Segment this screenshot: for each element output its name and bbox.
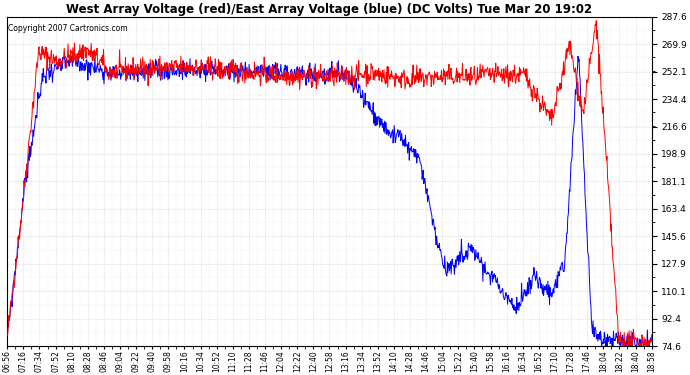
Title: West Array Voltage (red)/East Array Voltage (blue) (DC Volts) Tue Mar 20 19:02: West Array Voltage (red)/East Array Volt… xyxy=(66,3,593,16)
Text: Copyright 2007 Cartronics.com: Copyright 2007 Cartronics.com xyxy=(8,24,128,33)
